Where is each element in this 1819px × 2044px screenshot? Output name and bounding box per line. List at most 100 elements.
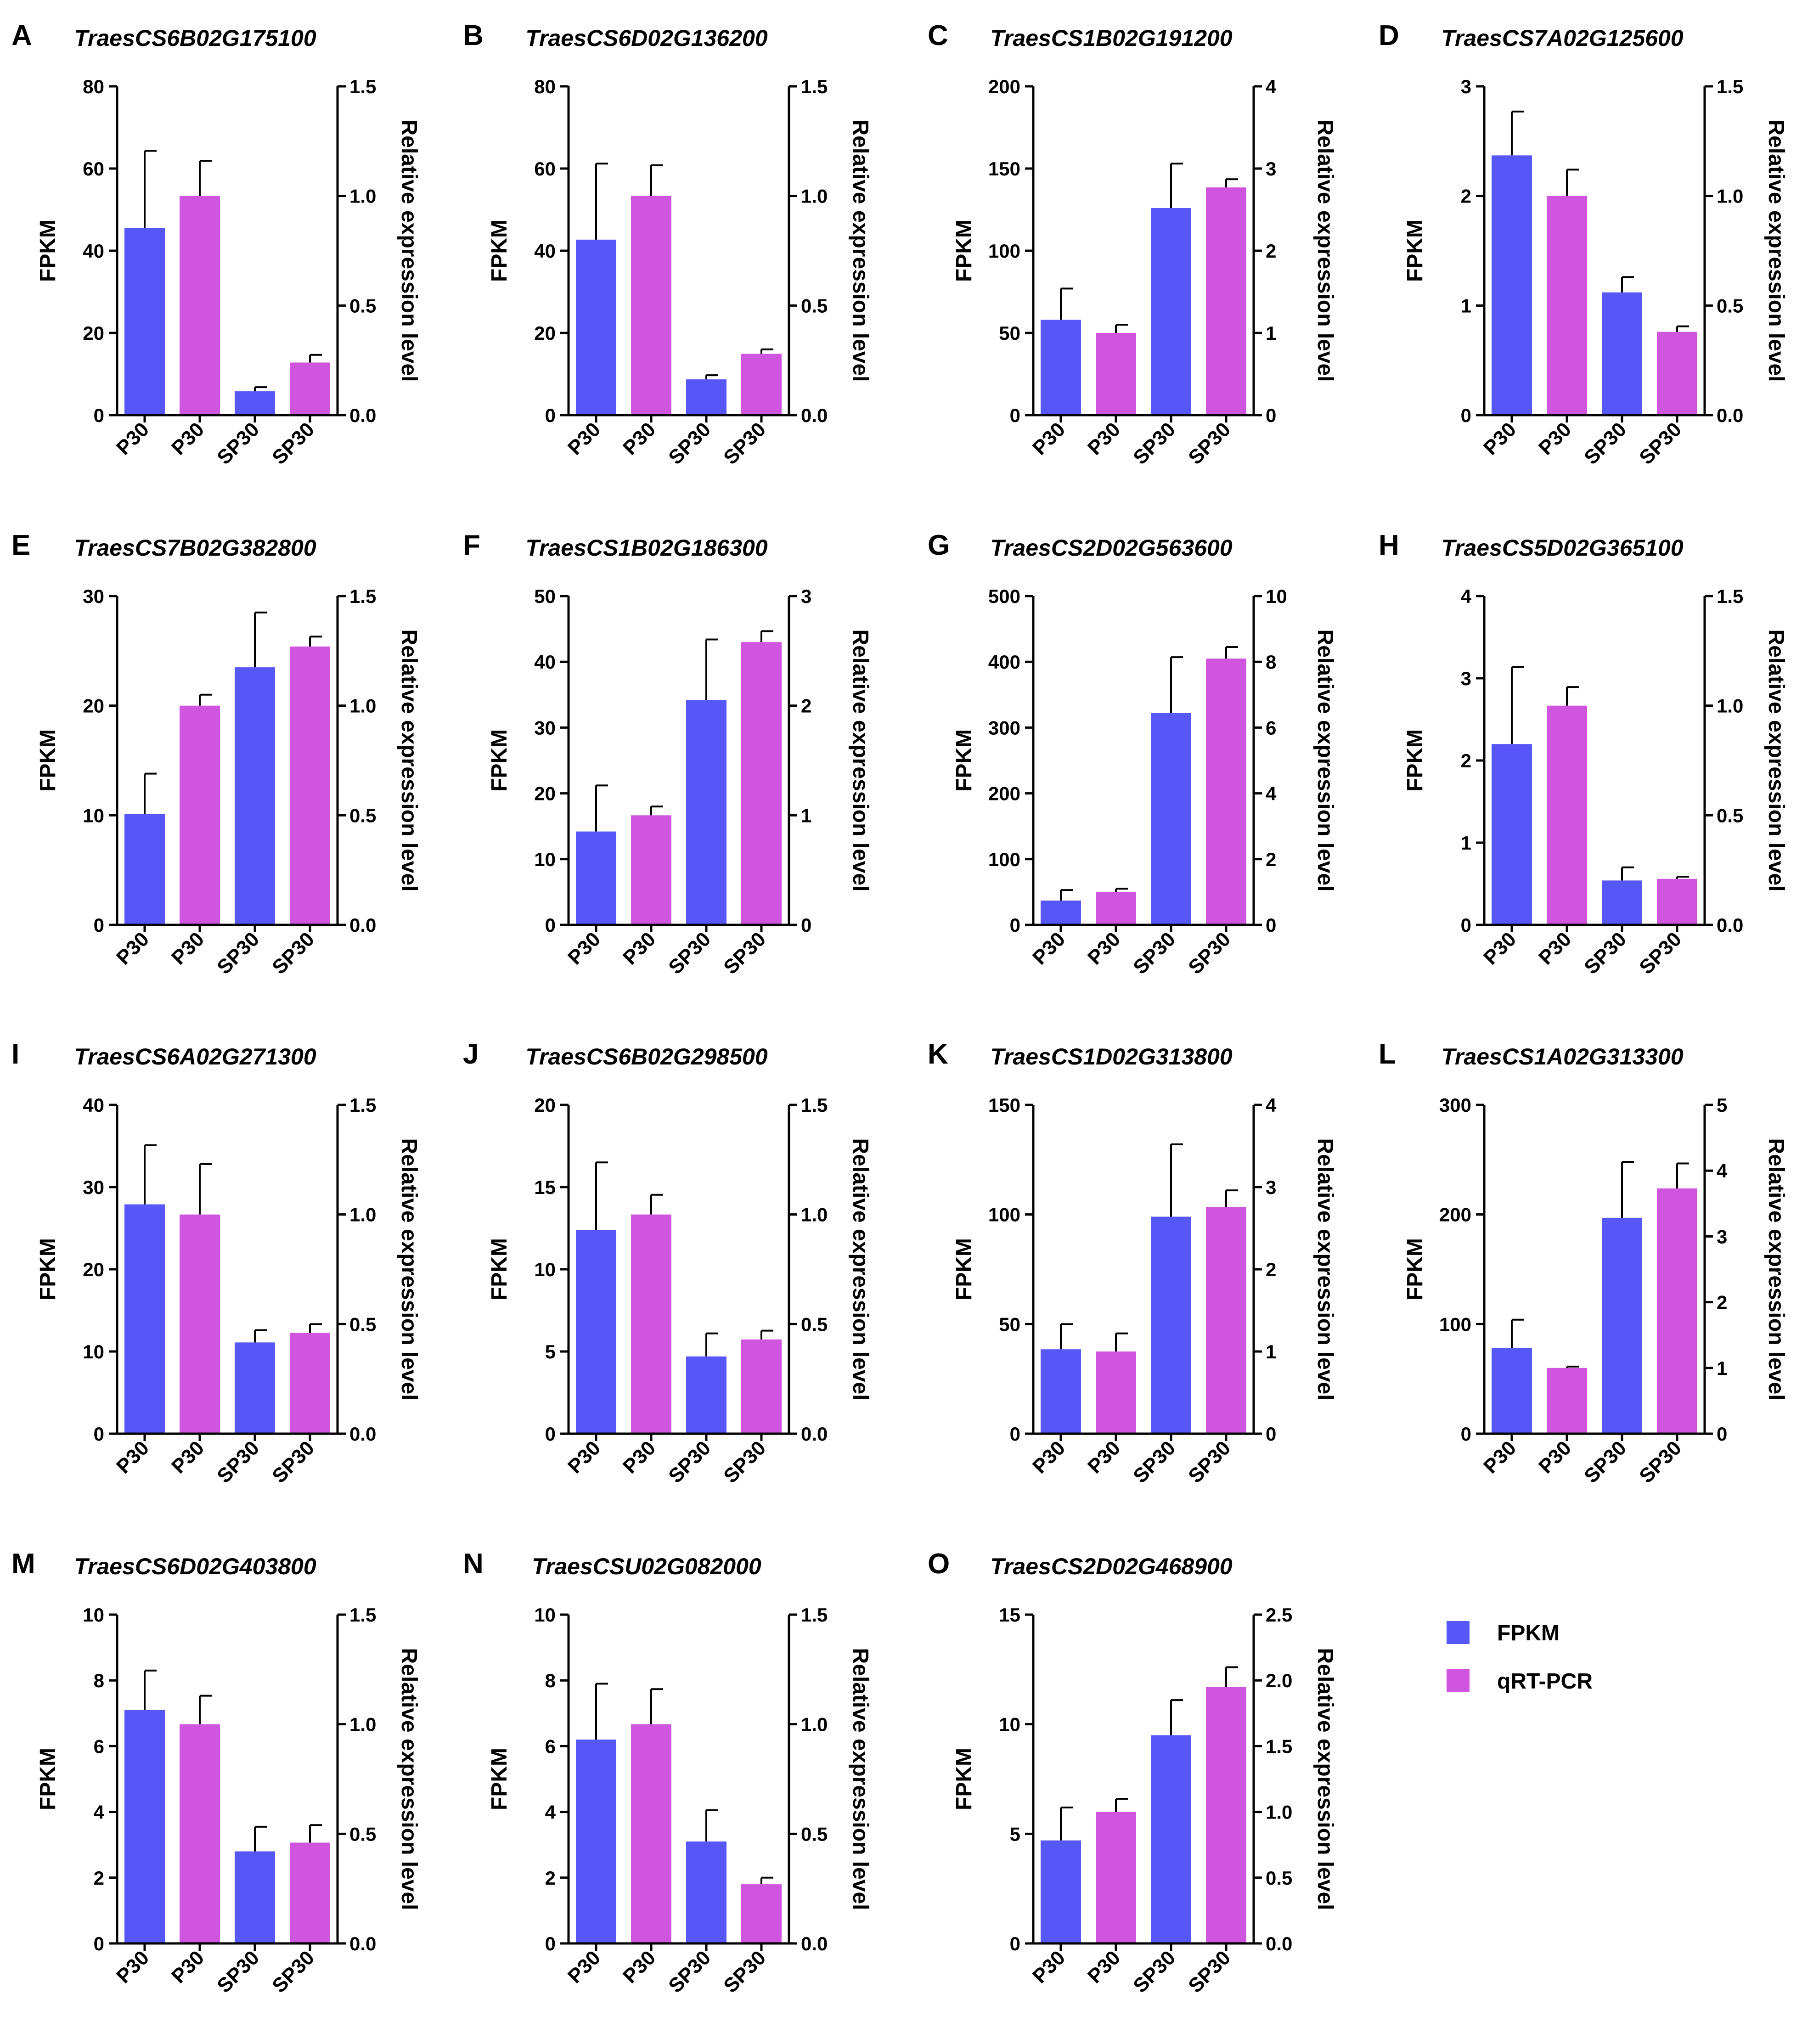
y2-tick-label: 2 bbox=[1266, 1259, 1276, 1280]
y-tick-label: 10 bbox=[83, 805, 104, 826]
y2-tick-label: 1 bbox=[1266, 322, 1276, 344]
y-tick-label: 0 bbox=[545, 914, 556, 936]
category-label: P30 bbox=[1028, 418, 1070, 459]
y2-tick-label: 8 bbox=[1266, 651, 1276, 673]
y2-tick-label: 1.0 bbox=[801, 1714, 828, 1735]
y-tick-label: 3 bbox=[1461, 76, 1471, 97]
y2-tick-label: 1.5 bbox=[1717, 76, 1743, 97]
y-tick-label: 0 bbox=[94, 1423, 104, 1445]
bar-fpkm bbox=[686, 1356, 726, 1434]
y-tick-label: 0 bbox=[1010, 1423, 1020, 1445]
panel-letter: L bbox=[1379, 1038, 1396, 1070]
panel-o: O TraesCS2D02G468900 0 5 10 15 0.0 0.5 1.0 1.5 2.0… bbox=[928, 1548, 1337, 1997]
panel-l: L TraesCS1A02G313300 0 100 200 300 0 1 2 3 4 5 P30 P3… bbox=[1379, 1038, 1788, 1487]
category-label: P30 bbox=[563, 1946, 605, 1988]
bar-qrtpcr bbox=[1206, 187, 1246, 415]
y-axis-title: FPKM bbox=[487, 220, 512, 282]
legend-label: FPKM bbox=[1497, 1621, 1560, 1645]
category-label: P30 bbox=[619, 1436, 660, 1478]
y2-tick-label: 4 bbox=[1717, 1160, 1728, 1182]
bar-fpkm bbox=[1041, 320, 1081, 415]
y-tick-label: 1 bbox=[1461, 832, 1471, 854]
y2-tick-label: 1.5 bbox=[1717, 586, 1743, 607]
y-tick-label: 40 bbox=[83, 240, 104, 262]
panel-letter: K bbox=[928, 1038, 948, 1070]
y2-axis-title: Relative expression level bbox=[1313, 1648, 1337, 1910]
y-tick-label: 20 bbox=[534, 322, 556, 344]
y2-axis-title: Relative expression level bbox=[397, 1138, 421, 1401]
y-tick-label: 200 bbox=[1439, 1204, 1471, 1226]
category-label: SP30 bbox=[268, 928, 319, 979]
y2-tick-label: 1 bbox=[801, 805, 811, 826]
category-label: SP30 bbox=[213, 1946, 264, 1997]
y-axis-title: FPKM bbox=[952, 1238, 976, 1301]
y2-tick-label: 0.0 bbox=[349, 405, 376, 426]
bar-qrtpcr bbox=[1547, 196, 1587, 415]
y2-tick-label: 2.5 bbox=[1266, 1604, 1292, 1626]
y-tick-label: 8 bbox=[545, 1670, 556, 1691]
gene-title: TraesCSU02G082000 bbox=[532, 1554, 761, 1579]
category-label: P30 bbox=[1534, 928, 1576, 969]
gene-title: TraesCS2D02G468900 bbox=[990, 1554, 1232, 1579]
y2-tick-label: 1.0 bbox=[349, 186, 376, 207]
panel-e: E TraesCS7B02G382800 0 10 20 30 0.0 0.5 1.0 1.5 P3… bbox=[11, 529, 421, 979]
y-tick-label: 400 bbox=[988, 651, 1020, 673]
bar-qrtpcr bbox=[1096, 1812, 1136, 1943]
bar-fpkm bbox=[235, 391, 275, 415]
category-label: P30 bbox=[112, 928, 153, 969]
y-tick-label: 0 bbox=[1010, 1933, 1020, 1954]
y2-tick-label: 0.5 bbox=[1717, 295, 1743, 316]
y-axis-title: FPKM bbox=[1403, 1238, 1427, 1301]
y-tick-label: 20 bbox=[534, 783, 556, 805]
y-tick-label: 40 bbox=[534, 651, 556, 673]
y-tick-label: 8 bbox=[94, 1670, 104, 1691]
bar-fpkm bbox=[1492, 1348, 1532, 1434]
panel-g: G TraesCS2D02G563600 0 100 200 300 400 500 0 2 4 6 8… bbox=[928, 529, 1337, 979]
category-label: SP30 bbox=[1580, 1436, 1631, 1487]
y-tick-label: 0 bbox=[1461, 914, 1471, 936]
category-label: SP30 bbox=[1184, 928, 1235, 979]
gene-title: TraesCS1D02G313800 bbox=[990, 1044, 1232, 1070]
y2-tick-label: 0.5 bbox=[1717, 805, 1743, 826]
y2-axis-title: Relative expression level bbox=[1764, 120, 1788, 382]
y2-tick-label: 1 bbox=[1717, 1357, 1727, 1379]
y2-tick-label: 0 bbox=[1717, 1423, 1727, 1445]
y-tick-label: 150 bbox=[988, 158, 1020, 180]
y2-tick-label: 1.5 bbox=[801, 76, 828, 97]
panel-letter: I bbox=[11, 1038, 19, 1070]
y-tick-label: 6 bbox=[94, 1735, 104, 1757]
y-tick-label: 5 bbox=[545, 1341, 556, 1363]
category-label: SP30 bbox=[1129, 1436, 1180, 1487]
y-tick-label: 2 bbox=[1461, 186, 1471, 207]
y-tick-label: 20 bbox=[83, 695, 104, 717]
bar-qrtpcr bbox=[180, 1214, 220, 1434]
y-tick-label: 15 bbox=[999, 1604, 1020, 1626]
category-label: P30 bbox=[1083, 1436, 1125, 1478]
y-tick-label: 200 bbox=[988, 783, 1020, 805]
y-tick-label: 0 bbox=[94, 405, 104, 426]
category-label: SP30 bbox=[1580, 418, 1631, 469]
y2-axis-title: Relative expression level bbox=[1313, 120, 1337, 382]
category-label: P30 bbox=[167, 1436, 208, 1478]
bar-fpkm bbox=[1151, 1735, 1191, 1943]
y2-tick-label: 2 bbox=[1717, 1292, 1727, 1313]
y2-axis-title: Relative expression level bbox=[397, 120, 421, 382]
y2-tick-label: 4 bbox=[1266, 783, 1277, 805]
y-tick-label: 40 bbox=[83, 1094, 104, 1116]
y2-tick-label: 0 bbox=[1266, 1423, 1276, 1445]
category-label: P30 bbox=[1083, 928, 1125, 969]
y-tick-label: 300 bbox=[988, 717, 1020, 738]
y-tick-label: 10 bbox=[534, 849, 556, 870]
panel-letter: N bbox=[463, 1548, 484, 1580]
y-tick-label: 30 bbox=[83, 586, 104, 607]
y-tick-label: 300 bbox=[1439, 1094, 1471, 1116]
bar-fpkm bbox=[1492, 155, 1532, 415]
category-label: SP30 bbox=[664, 418, 715, 469]
category-label: SP30 bbox=[213, 418, 264, 469]
panel-i: I TraesCS6A02G271300 0 10 20 30 40 0.0 0.5 1.0 1.5… bbox=[11, 1038, 421, 1487]
y-tick-label: 0 bbox=[1461, 1423, 1471, 1445]
bar-fpkm bbox=[1041, 901, 1081, 925]
category-label: SP30 bbox=[1129, 1946, 1180, 1997]
y-tick-label: 50 bbox=[999, 1313, 1020, 1335]
category-label: P30 bbox=[563, 928, 605, 969]
